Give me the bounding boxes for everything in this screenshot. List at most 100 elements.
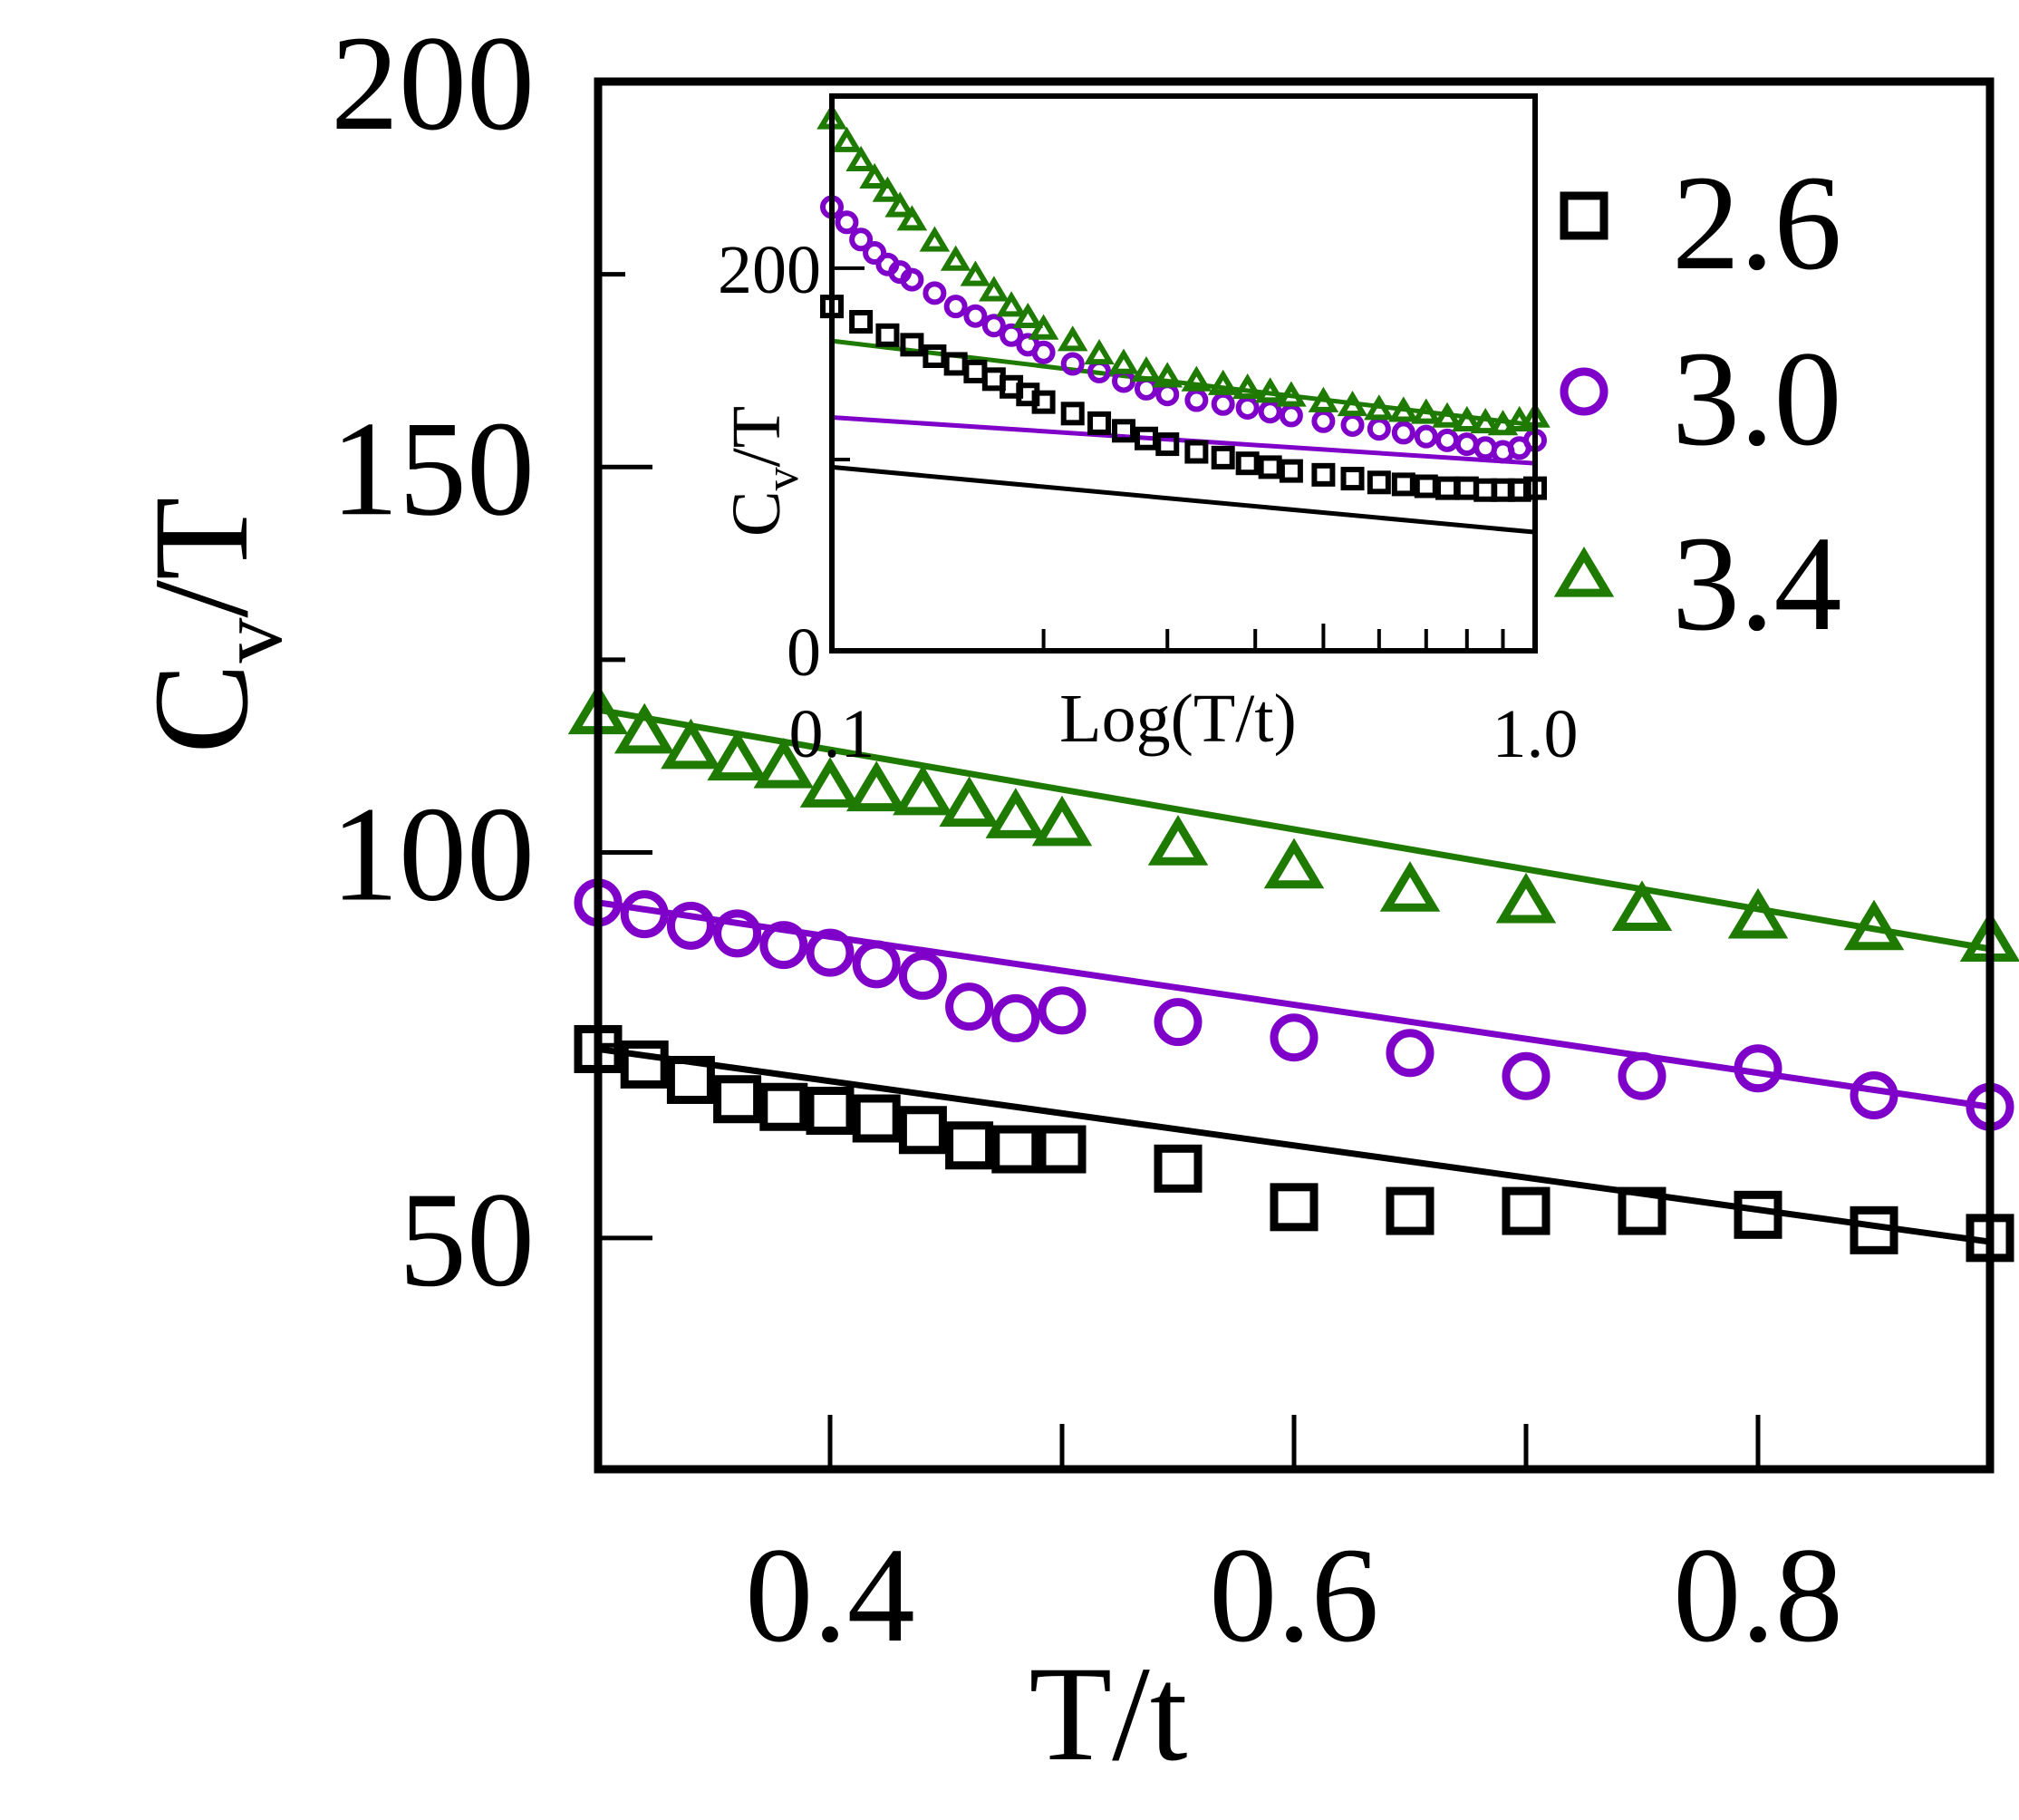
main-point-3.4 xyxy=(799,757,861,808)
main-y-tick-label: 100 xyxy=(331,779,535,930)
inset-point-3.0 xyxy=(943,295,968,319)
main-point-3.0 xyxy=(759,921,808,970)
main-y-label-base: C xyxy=(126,663,276,754)
main-point-3.4 xyxy=(985,788,1047,838)
inset-x-tick-labels: 0.1 1.0 xyxy=(789,696,1579,772)
main-point-3.0 xyxy=(1154,998,1203,1047)
main-point-3.4 xyxy=(893,764,953,816)
main-point-3.4 xyxy=(1611,880,1673,931)
main-fit-lines xyxy=(597,706,1991,1245)
inset-axes-frame xyxy=(829,93,1538,653)
inset-point-3.4 xyxy=(1232,373,1263,400)
main-point-2.6 xyxy=(759,1082,808,1131)
inset-point-3.4 xyxy=(859,162,890,189)
inset-point-3.4 xyxy=(884,191,915,218)
main-point-3.4 xyxy=(1495,872,1557,924)
svg-text:Cv/T: Cv/T xyxy=(719,406,808,537)
main-point-3.0 xyxy=(1386,1029,1435,1078)
main-y-tick-label: 50 xyxy=(399,1165,535,1315)
inset-x-axis-label: Log(T/t) xyxy=(1059,681,1297,757)
main-point-3.0 xyxy=(991,993,1040,1042)
inset-point-3.0 xyxy=(923,281,947,305)
main-point-2.6 xyxy=(666,1055,715,1104)
main-point-3.4 xyxy=(939,776,1000,828)
main-point-2.6 xyxy=(852,1094,901,1143)
inset-point-3.4 xyxy=(1487,410,1519,436)
inset-point-2.6 xyxy=(1031,390,1056,414)
inset-y-label-rest: /T xyxy=(719,406,795,468)
inset-point-2.6 xyxy=(1184,440,1209,464)
main-point-3.0 xyxy=(620,890,669,939)
main-point-3.0 xyxy=(666,901,715,950)
inset-point-3.4 xyxy=(1470,408,1502,434)
main-point-3.0 xyxy=(1038,986,1087,1035)
main-point-3.4 xyxy=(707,730,768,781)
inset-point-3.4 xyxy=(1181,365,1212,392)
inset-point-3.4 xyxy=(1012,302,1044,329)
svg-text:Cv/T: Cv/T xyxy=(126,497,301,753)
inset-point-2.6 xyxy=(875,323,900,347)
main-point-3.0 xyxy=(1734,1044,1782,1093)
inset-point-3.4 xyxy=(1084,339,1115,365)
inset-point-3.4 xyxy=(1411,398,1442,424)
inset-background xyxy=(829,93,1538,653)
main-markers xyxy=(567,683,2019,1263)
inset-minor-ticks xyxy=(832,266,1505,653)
inset-point-3.4 xyxy=(1207,369,1239,395)
inset-y-tick-labels: 0 200 xyxy=(718,232,821,691)
main-point-2.6 xyxy=(1154,1144,1203,1193)
main-point-3.0 xyxy=(945,983,994,1031)
main-point-3.0 xyxy=(1270,1013,1319,1062)
inset-point-2.6 xyxy=(1414,474,1438,499)
inset-point-2.6 xyxy=(1087,411,1112,435)
inset-y-tick-label: 0 xyxy=(787,615,821,691)
inset-point-2.6 xyxy=(1258,455,1282,479)
inset-point-2.6 xyxy=(900,333,924,357)
legend-marker-2.6 xyxy=(1560,191,1608,240)
main-x-tick-label: 0.4 xyxy=(745,1520,915,1670)
main-point-2.6 xyxy=(945,1121,994,1170)
legend-label: 3.0 xyxy=(1672,324,1842,474)
inset-point-2.6 xyxy=(1340,467,1365,491)
main-y-label-rest: /T xyxy=(126,497,276,617)
inset-point-3.0 xyxy=(863,241,887,266)
inset-point-3.4 xyxy=(996,291,1027,317)
inset-point-2.6 xyxy=(1311,462,1336,487)
inset-y-axis-label: Cv/T xyxy=(719,406,808,537)
inset-plot: 0 200 0.1 1.0 Log(T/t) Cv/T xyxy=(718,93,1579,772)
main-point-3.4 xyxy=(753,738,815,789)
inset-y-tick-label: 200 xyxy=(718,232,821,308)
main-point-3.0 xyxy=(713,909,762,958)
inset-point-2.6 xyxy=(1134,426,1158,450)
inset-point-2.6 xyxy=(1155,432,1180,457)
inset-point-2.6 xyxy=(1060,402,1085,426)
main-x-tick-label: 0.8 xyxy=(1673,1520,1843,1670)
inset-point-3.4 xyxy=(1308,386,1339,412)
main-x-tick-labels: 0.4 0.6 0.8 xyxy=(745,1520,1843,1670)
inset-fit-line-3.0 xyxy=(831,415,1536,466)
main-point-2.6 xyxy=(1038,1125,1087,1174)
main-point-3.4 xyxy=(1379,861,1441,912)
main-point-3.4 xyxy=(1263,837,1325,889)
inset-point-3.0 xyxy=(1000,323,1024,347)
inset-point-3.4 xyxy=(1131,356,1162,382)
main-y-label-subscript: v xyxy=(200,618,301,663)
inset-point-3.4 xyxy=(1337,391,1368,417)
main-point-3.4 xyxy=(1727,887,1789,939)
main-x-axis-label: T/t xyxy=(1029,1639,1188,1789)
inset-point-3.4 xyxy=(1388,396,1419,422)
main-point-2.6 xyxy=(1270,1183,1319,1232)
main-point-2.6 xyxy=(1386,1186,1435,1235)
main-fit-line-3.4 xyxy=(597,706,1991,953)
main-x-tick-label: 0.6 xyxy=(1209,1520,1379,1670)
inset-point-3.4 xyxy=(1152,362,1183,388)
main-point-3.4 xyxy=(1843,899,1905,951)
inset-point-2.6 xyxy=(1367,470,1391,495)
inset-x-tick-label: 1.0 xyxy=(1493,696,1579,772)
main-point-2.6 xyxy=(1734,1190,1782,1239)
inset-point-2.6 xyxy=(1235,451,1260,476)
inset-point-3.4 xyxy=(979,276,1010,302)
main-point-2.6 xyxy=(1618,1186,1666,1235)
main-point-3.0 xyxy=(1850,1070,1898,1119)
inset-point-3.0 xyxy=(981,314,1006,338)
